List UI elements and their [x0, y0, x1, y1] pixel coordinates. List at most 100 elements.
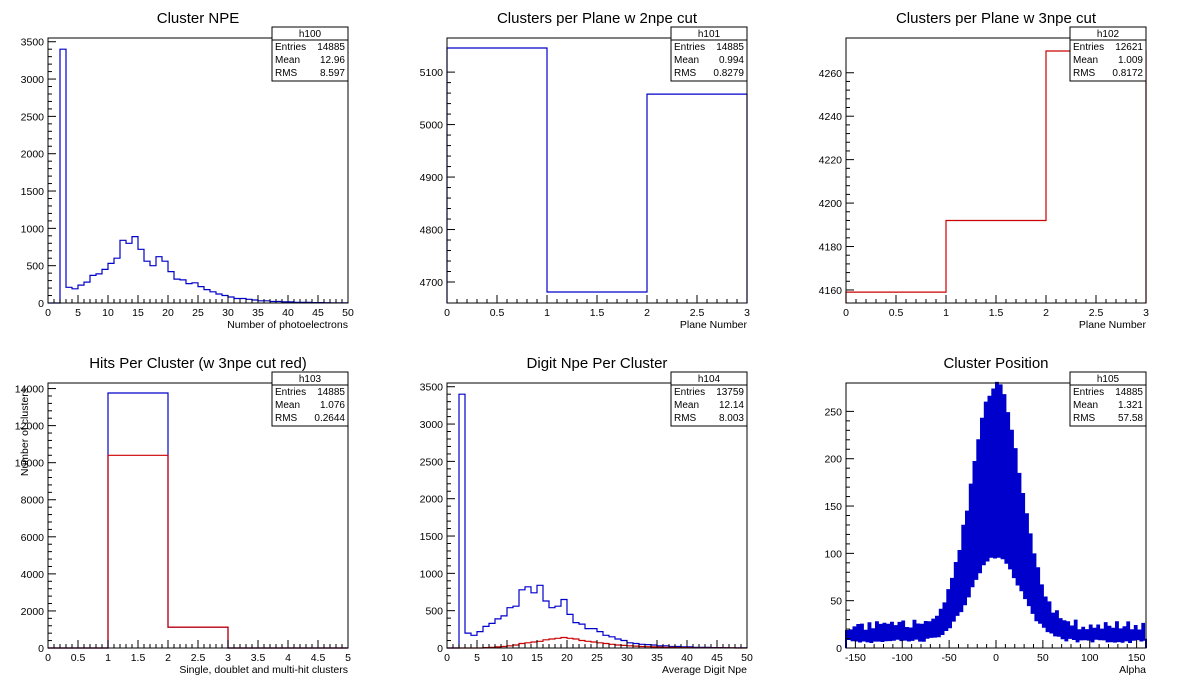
- x-tick-label: 100: [1081, 652, 1099, 664]
- stats-box-value: 0.994: [719, 55, 744, 66]
- x-axis-label: Number of photoelectrons: [227, 319, 348, 331]
- stats-box-value: 8.003: [719, 413, 744, 424]
- stats-box-key: RMS: [1073, 68, 1096, 79]
- stats-box-key: RMS: [674, 413, 697, 424]
- chart-panel-1: Clusters per Plane w 2npe cut 0 0.5 1 1.5 2 2.…: [420, 10, 750, 331]
- y-tick-label: 1500: [420, 531, 444, 543]
- stats-box-key: Entries: [674, 387, 705, 398]
- stats-box-name: h101: [698, 29, 721, 40]
- stats-box-value: 14885: [317, 387, 345, 398]
- stats-box-name: h105: [1097, 374, 1120, 385]
- x-tick-label: 2: [644, 307, 650, 319]
- stats-box-key: RMS: [275, 68, 298, 79]
- x-tick-label: 0: [843, 307, 849, 319]
- stats-box-key: Entries: [1073, 387, 1104, 398]
- y-tick-label: 2000: [21, 149, 45, 161]
- stats-box-name: h100: [299, 29, 322, 40]
- y-tick-label: 8000: [21, 495, 45, 507]
- x-tick-label: 0: [993, 652, 999, 664]
- x-tick-label: 1.5: [989, 307, 1004, 319]
- stats-box-key: Entries: [275, 387, 306, 398]
- stats-box-key: Mean: [275, 55, 300, 66]
- stats-box-value: 1.076: [320, 400, 345, 411]
- x-axis-label: Plane Number: [1079, 319, 1147, 331]
- y-tick-label: 12000: [15, 421, 44, 433]
- x-tick-label: 40: [681, 652, 693, 664]
- y-tick-label: 4900: [420, 172, 444, 184]
- x-axis-label: Plane Number: [680, 319, 748, 331]
- chart-title: Hits Per Cluster (w 3npe cut red): [89, 355, 307, 372]
- chart-panel-2: Clusters per Plane w 3npe cut 0 0.5 1 1.5 2 2.…: [819, 10, 1149, 331]
- y-tick-label: 0: [437, 643, 443, 655]
- y-tick-label: 4700: [420, 277, 444, 289]
- x-tick-label: 50: [1037, 652, 1049, 664]
- histogram-series-0: [845, 381, 1147, 648]
- x-axis-label: Average Digit Npe: [662, 664, 747, 676]
- y-tick-label: 4220: [819, 155, 843, 167]
- stats-box-value: 14885: [317, 42, 345, 53]
- y-tick-label: 10000: [15, 458, 44, 470]
- chart-title: Cluster NPE: [157, 10, 240, 27]
- x-tick-label: 150: [1128, 652, 1146, 664]
- stats-box-key: RMS: [1073, 413, 1096, 424]
- x-axis-label: Alpha: [1119, 664, 1146, 676]
- stats-box: [670, 371, 748, 427]
- y-tick-label: 4180: [819, 242, 843, 254]
- stats-box-key: Mean: [674, 400, 699, 411]
- stats-box-value: 0.2644: [314, 413, 345, 424]
- x-tick-label: 2: [165, 652, 171, 664]
- x-tick-label: -50: [942, 652, 957, 664]
- x-tick-label: 2.5: [191, 652, 206, 664]
- y-tick-label: 1500: [21, 186, 45, 198]
- y-tick-label: 4240: [819, 111, 843, 123]
- x-tick-label: 45: [711, 652, 723, 664]
- stats-box-key: Mean: [1073, 55, 1098, 66]
- stats-box-key: Mean: [1073, 400, 1098, 411]
- x-tick-label: 4: [285, 652, 291, 664]
- stats-box-value: 14885: [716, 42, 744, 53]
- x-tick-label: 3.5: [251, 652, 266, 664]
- x-tick-label: 0: [444, 307, 450, 319]
- x-tick-label: 3: [225, 652, 231, 664]
- x-tick-label: 5: [75, 307, 81, 319]
- histogram-series-0: [446, 47, 748, 303]
- y-axis-label: Number of clusters: [19, 388, 31, 476]
- x-tick-label: 2.5: [1089, 307, 1104, 319]
- x-tick-label: 15: [132, 307, 144, 319]
- y-tick-label: 6000: [21, 532, 45, 544]
- x-tick-label: 35: [651, 652, 663, 664]
- stats-box: [271, 26, 349, 82]
- stats-box-value: 0.8279: [713, 68, 744, 79]
- y-tick-label: 4800: [420, 225, 444, 237]
- y-tick-label: 2000: [21, 606, 45, 618]
- x-tick-label: 3: [1143, 307, 1149, 319]
- x-tick-label: 30: [222, 307, 234, 319]
- x-tick-label: 35: [252, 307, 264, 319]
- y-tick-label: 3500: [21, 37, 45, 49]
- x-tick-label: 50: [741, 652, 753, 664]
- y-tick-label: 4260: [819, 68, 843, 80]
- y-tick-label: 1000: [21, 223, 45, 235]
- x-tick-label: 25: [192, 307, 204, 319]
- stats-box-value: 12621: [1115, 42, 1143, 53]
- y-tick-label: 2500: [420, 456, 444, 468]
- x-tick-label: 3: [744, 307, 750, 319]
- stats-box-name: h102: [1097, 29, 1120, 40]
- chart-title: Clusters per Plane w 3npe cut: [896, 10, 1097, 27]
- stats-box-key: Entries: [275, 42, 306, 53]
- x-tick-label: 0.5: [71, 652, 86, 664]
- y-tick-label: 50: [830, 596, 842, 608]
- y-tick-label: 14000: [15, 384, 44, 396]
- stats-box-value: 1.321: [1118, 400, 1143, 411]
- x-tick-label: 50: [342, 307, 354, 319]
- chart-panel-5: Cluster Position -150 -100 -50 0 50 100 150 0 50 1…: [824, 355, 1147, 676]
- x-tick-label: 10: [501, 652, 513, 664]
- stats-box-key: Entries: [1073, 42, 1104, 53]
- y-tick-label: 4200: [819, 198, 843, 210]
- chart-panel-4: Digit Npe Per Cluster 0 5 10 15 20 25 30 35 40 45 5…: [420, 355, 753, 676]
- stats-box-name: h103: [299, 374, 322, 385]
- y-tick-label: 200: [824, 454, 842, 466]
- x-tick-label: 2: [1043, 307, 1049, 319]
- stats-box: [271, 371, 349, 427]
- y-tick-label: 2000: [420, 494, 444, 506]
